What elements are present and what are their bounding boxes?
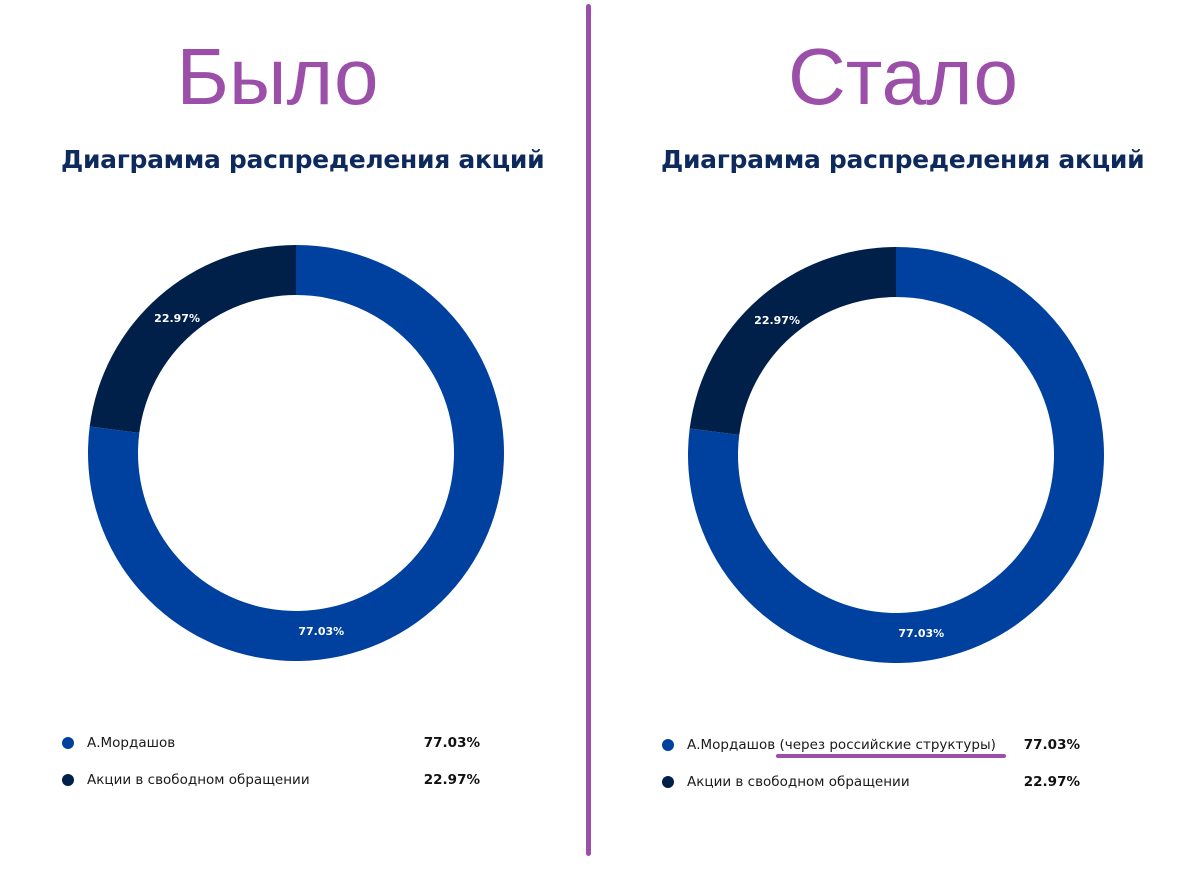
legend-label: А.Мордашов (через российские структуры) (687, 737, 996, 753)
legend-value: 77.03% (1023, 737, 1080, 753)
legend-label: А.Мордашов (87, 735, 176, 751)
before-caption: Было (176, 32, 379, 121)
after-panel: Стало Диаграмма распределения акций 77.0… (600, 0, 1200, 869)
legend-dot-navy (662, 776, 674, 788)
legend-item: Акции в свободном обращении 22.97% (62, 769, 482, 793)
slice-data-label: 77.03% (898, 627, 944, 640)
vertical-divider (586, 4, 591, 856)
donut-chart: 77.03% 22.97% (87, 245, 504, 661)
slice-data-label: 77.03% (298, 625, 344, 638)
legend-item: Акции в свободном обращении 22.97% (662, 771, 1082, 795)
legend-item: А.Мордашов 77.03% (62, 732, 482, 756)
legend-dot-blue (662, 739, 674, 751)
legend-value: 22.97% (423, 772, 480, 788)
before-panel: Было Диаграмма распределения акций 77.03… (61, 32, 545, 793)
donut-slice (89, 245, 296, 433)
after-caption: Стало (787, 32, 1019, 121)
highlight-underline (776, 754, 1006, 758)
legend-dot-navy (62, 774, 74, 786)
legend-value: 77.03% (423, 735, 480, 751)
chart-title: Диаграмма распределения акций (61, 145, 545, 174)
legend-label: Акции в свободном обращении (687, 774, 910, 790)
donut-chart: 77.03% 22.97% (688, 247, 1104, 663)
donut-slice (689, 247, 896, 435)
slice-data-label: 22.97% (754, 314, 800, 327)
legend-dot-blue (62, 737, 74, 749)
legend-value: 22.97% (1023, 774, 1080, 790)
legend-label: Акции в свободном обращении (87, 772, 310, 788)
slice-data-label: 22.97% (154, 312, 200, 325)
legend-item: А.Мордашов (через российские структуры) … (662, 734, 1082, 758)
chart-title: Диаграмма распределения акций (661, 145, 1145, 174)
